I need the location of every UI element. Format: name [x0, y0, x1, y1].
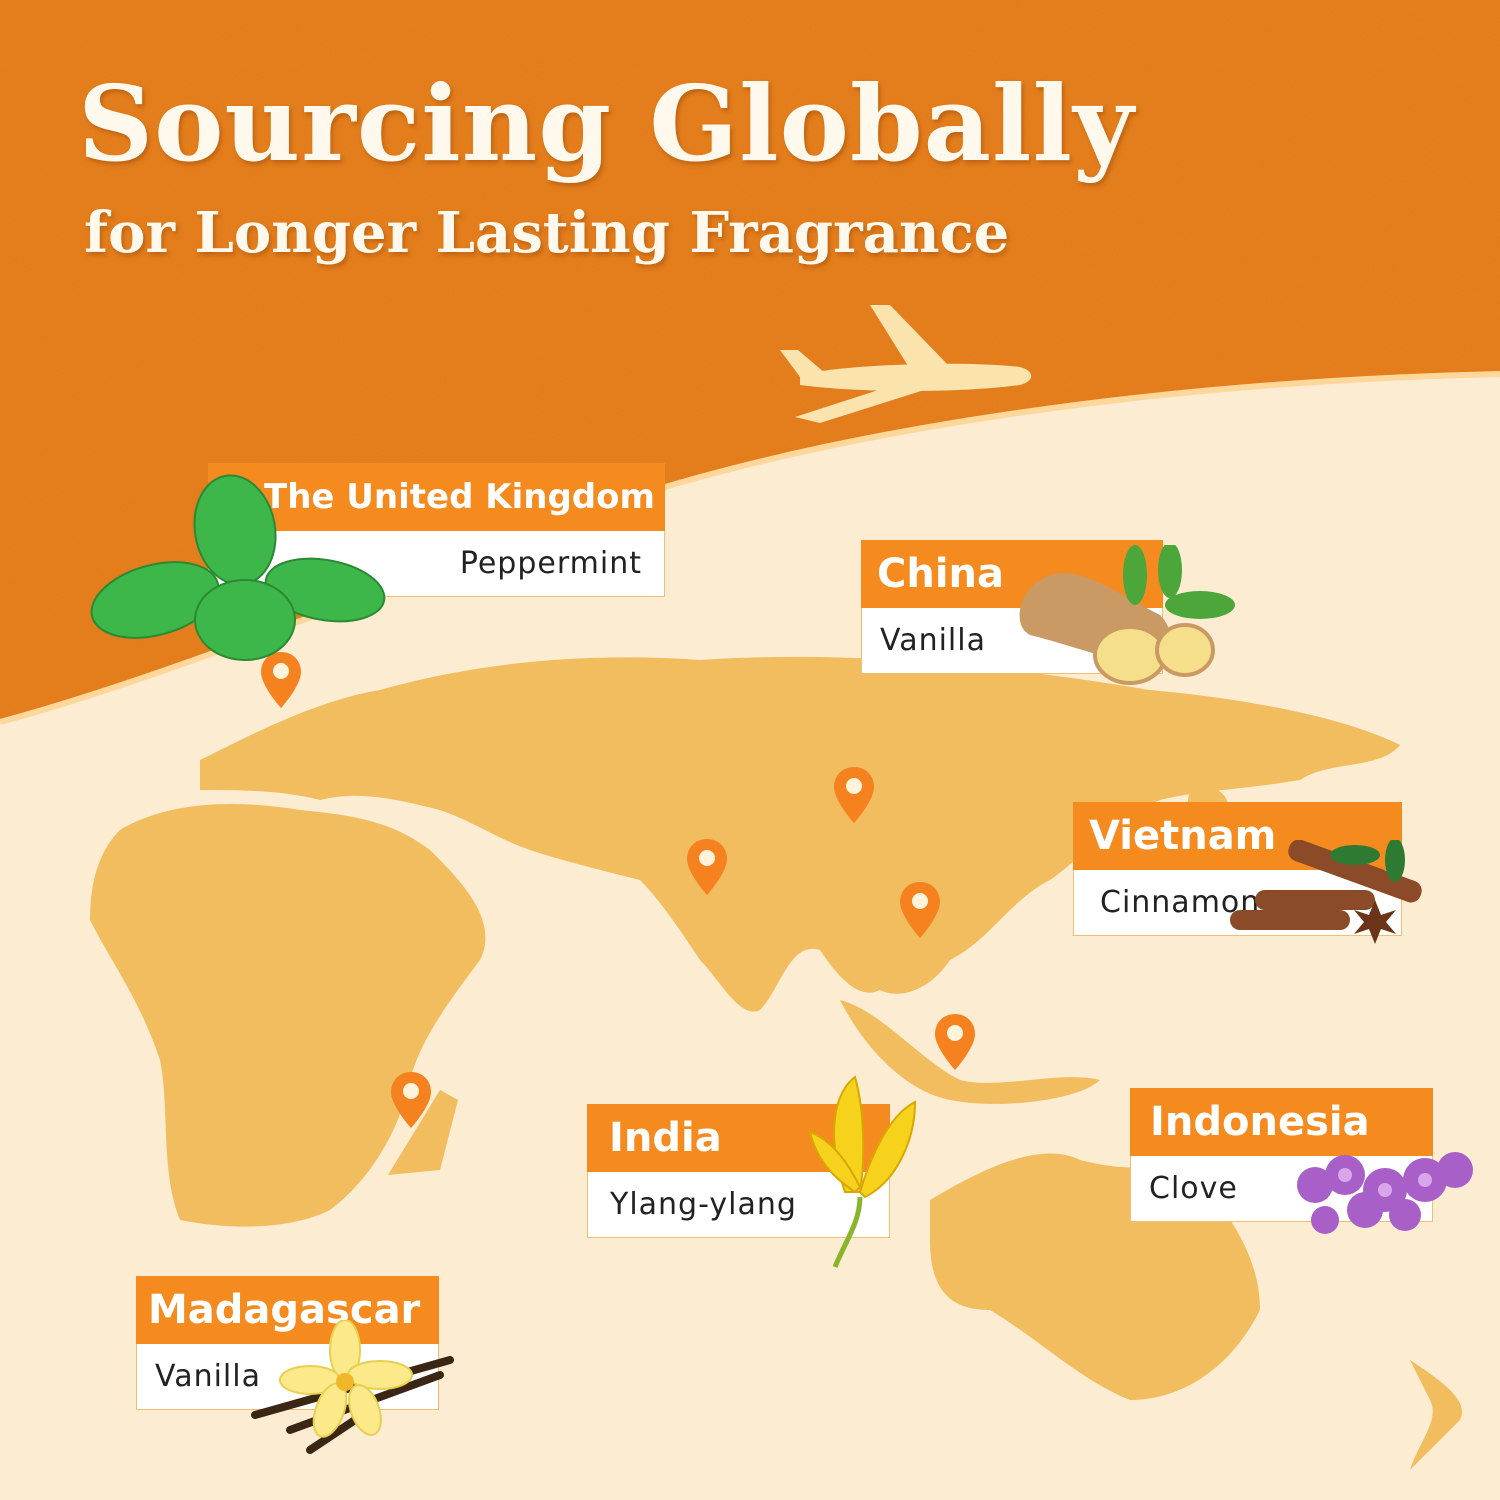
- world-map: [90, 656, 1462, 1470]
- page-title: Sourcing Globally: [78, 62, 1135, 185]
- map-pin-icon-india[interactable]: [685, 837, 729, 897]
- europe-asia-landmass: [200, 656, 1400, 1012]
- map-pin-icon-madagascar[interactable]: [389, 1070, 433, 1130]
- country-label: The United Kingdom: [208, 463, 665, 531]
- lilac-flower-icon: [1297, 1152, 1473, 1234]
- country-label: Indonesia: [1130, 1088, 1433, 1156]
- vanilla-flower-icon: [251, 1320, 454, 1454]
- source-card-madagascar: Madagascar Vanilla: [136, 1276, 439, 1410]
- page-subtitle: for Longer Lasting Fragrance: [84, 200, 1010, 266]
- map-pin-icon-uk[interactable]: [259, 650, 303, 710]
- map-pin-icon-vietnam[interactable]: [898, 880, 942, 940]
- ginger-root-icon: [1019, 545, 1235, 685]
- cinnamon-sticks-icon: [1230, 840, 1422, 944]
- country-label: Vietnam: [1073, 802, 1402, 870]
- southeast-asia-islands: [840, 1000, 1100, 1104]
- map-pin-icon-indonesia[interactable]: [933, 1012, 977, 1072]
- country-label: Madagascar: [136, 1276, 439, 1344]
- africa-landmass: [90, 804, 486, 1227]
- map-pin-icon-china[interactable]: [832, 765, 876, 825]
- ingredient-label: Ylang-ylang: [587, 1172, 890, 1238]
- airplane-icon: [780, 305, 1032, 423]
- peppermint-leaves-icon: [90, 474, 386, 661]
- new-zealand-landmass: [1410, 1360, 1462, 1470]
- madagascar-landmass: [388, 1090, 458, 1175]
- ylang-ylang-flower-icon: [808, 1075, 917, 1268]
